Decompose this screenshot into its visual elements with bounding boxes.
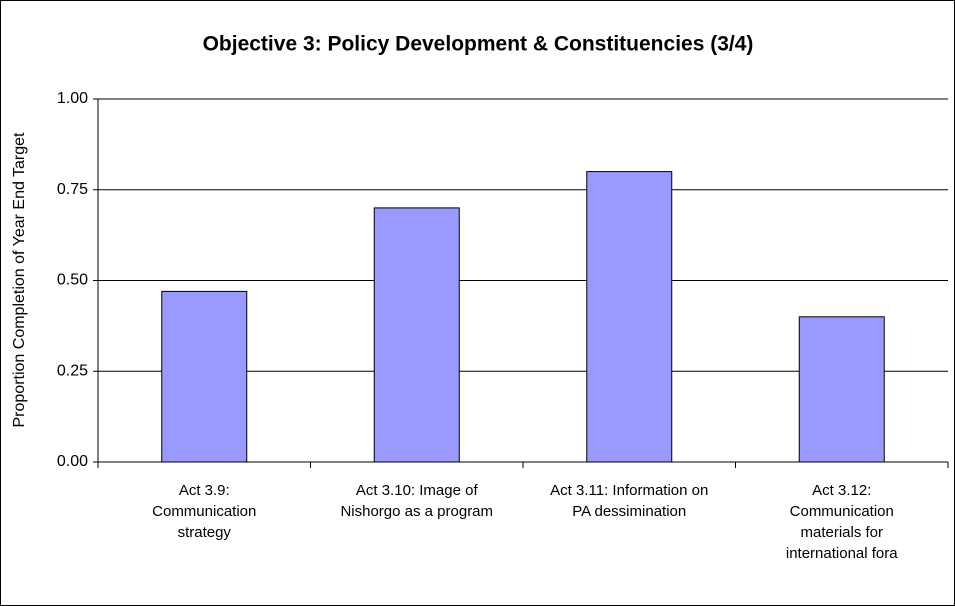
x-tick-label: Act 3.11: Information on PA dessiminatio… (550, 482, 709, 520)
y-tick-label: 0.75 (57, 181, 88, 198)
y-tick-label: 0.25 (57, 362, 88, 379)
y-tick-label: 0.00 (57, 453, 88, 470)
x-tick-label: Act 3.12: Communication materials for in… (785, 482, 898, 562)
x-tick-label: Act 3.9: Communication strategy (152, 482, 257, 541)
bar (586, 171, 673, 463)
chart-title: Objective 3: Policy Development & Consti… (203, 33, 754, 56)
bar (161, 290, 248, 463)
bar (798, 316, 885, 463)
y-axis-label: Proportion Completion of Year End Target (11, 132, 28, 428)
y-tick-label: 0.50 (57, 272, 88, 289)
bar (373, 207, 460, 463)
y-tick-label: 1.00 (57, 90, 88, 107)
x-tick-label: Act 3.10: Image of Nishorgo as a program (340, 482, 494, 520)
